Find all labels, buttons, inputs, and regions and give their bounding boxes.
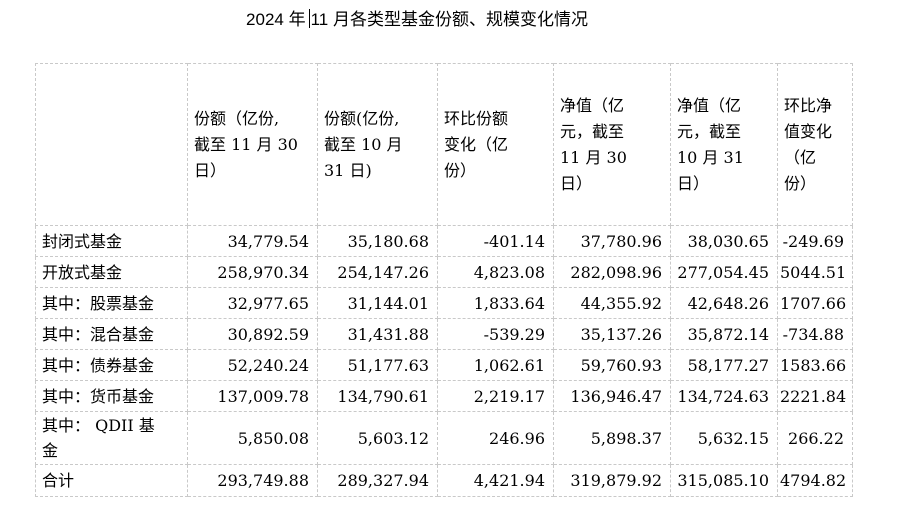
cell-value: 1,062.61 xyxy=(437,349,554,381)
cell-value: 293,749.88 xyxy=(187,464,318,497)
cell-value: 5044.51 xyxy=(777,256,853,288)
header-cell-nav-nov30: 净值（亿 元，截至 11 月 30 日） xyxy=(553,63,671,226)
cell-value: 266.22 xyxy=(777,411,853,465)
cell-value: 1,833.64 xyxy=(437,287,554,319)
cell-value: 5,850.08 xyxy=(187,411,318,465)
cell-value: 282,098.96 xyxy=(553,256,671,288)
cell-value: 315,085.10 xyxy=(670,464,778,497)
cell-value: -401.14 xyxy=(437,225,554,257)
fund-change-table: 份额（亿份, 截至 11 月 30 日） 份额(亿份, 截至 10 月 31 日… xyxy=(35,63,853,497)
cell-value: 134,790.61 xyxy=(317,380,438,412)
header-cell-empty xyxy=(35,63,188,226)
cell-value: 44,355.92 xyxy=(553,287,671,319)
cell-value: -249.69 xyxy=(777,225,853,257)
cell-value: -734.88 xyxy=(777,318,853,350)
header-cell-nav-oct31: 净值（亿 元，截至 10 月 31 日） xyxy=(670,63,778,226)
cell-value: 42,648.26 xyxy=(670,287,778,319)
cell-value: 2,219.17 xyxy=(437,380,554,412)
cell-value: 1707.66 xyxy=(777,287,853,319)
table-row-bond-funds: 其中：债券基金 52,240.24 51,177.63 1,062.61 59,… xyxy=(35,349,853,381)
cell-value: 277,054.45 xyxy=(670,256,778,288)
cell-value: 35,137.26 xyxy=(553,318,671,350)
table-row-open-end-funds: 开放式基金 258,970.34 254,147.26 4,823.08 282… xyxy=(35,256,853,288)
cell-value: 4,421.94 xyxy=(437,464,554,497)
cell-value: 5,898.37 xyxy=(553,411,671,465)
cell-value: 58,177.27 xyxy=(670,349,778,381)
cell-value: 319,879.92 xyxy=(553,464,671,497)
cell-value: 2221.84 xyxy=(777,380,853,412)
text-cursor xyxy=(308,9,310,28)
cell-value: 37,780.96 xyxy=(553,225,671,257)
document-title[interactable]: 2024 年 11 月各类型基金份额、规模变化情况 xyxy=(0,5,834,30)
header-cell-shares-nov30: 份额（亿份, 截至 11 月 30 日） xyxy=(187,63,318,226)
cell-value: 32,977.65 xyxy=(187,287,318,319)
cell-value: 1583.66 xyxy=(777,349,853,381)
cell-value: 137,009.78 xyxy=(187,380,318,412)
row-label: 其中：债券基金 xyxy=(35,349,188,381)
header-cell-nav-change: 环比净 值变化 （亿 份） xyxy=(777,63,853,226)
cell-value: 5,632.15 xyxy=(670,411,778,465)
cell-value: 52,240.24 xyxy=(187,349,318,381)
title-text-before-cursor: 2024 年 xyxy=(246,10,306,29)
title-text-after-cursor: 11 月各类型基金份额、规模变化情况 xyxy=(310,10,588,29)
cell-value: 30,892.59 xyxy=(187,318,318,350)
cell-value: 4,823.08 xyxy=(437,256,554,288)
row-label: 其中：股票基金 xyxy=(35,287,188,319)
row-label: 其中： QDII 基 金 xyxy=(35,411,188,465)
row-label: 开放式基金 xyxy=(35,256,188,288)
table-row-hybrid-funds: 其中：混合基金 30,892.59 31,431.88 -539.29 35,1… xyxy=(35,318,853,350)
cell-value: 246.96 xyxy=(437,411,554,465)
table-header-row: 份额（亿份, 截至 11 月 30 日） 份额(亿份, 截至 10 月 31 日… xyxy=(35,63,853,226)
cell-value: 35,872.14 xyxy=(670,318,778,350)
row-label: 封闭式基金 xyxy=(35,225,188,257)
cell-value: 51,177.63 xyxy=(317,349,438,381)
header-cell-shares-change: 环比份额 变化（亿 份） xyxy=(437,63,554,226)
cell-value: 4794.82 xyxy=(777,464,853,497)
cell-value: 5,603.12 xyxy=(317,411,438,465)
document-page: 2024 年 11 月各类型基金份额、规模变化情况 份额（亿份, 截至 11 月 … xyxy=(0,5,900,497)
cell-value: 34,779.54 xyxy=(187,225,318,257)
row-label: 合计 xyxy=(35,464,188,497)
table-row-closed-end-funds: 封闭式基金 34,779.54 35,180.68 -401.14 37,780… xyxy=(35,225,853,257)
row-label: 其中：混合基金 xyxy=(35,318,188,350)
table-row-total: 合计 293,749.88 289,327.94 4,421.94 319,87… xyxy=(35,464,853,497)
cell-value: 31,431.88 xyxy=(317,318,438,350)
cell-value: -539.29 xyxy=(437,318,554,350)
table-row-equity-funds: 其中：股票基金 32,977.65 31,144.01 1,833.64 44,… xyxy=(35,287,853,319)
cell-value: 134,724.63 xyxy=(670,380,778,412)
cell-value: 31,144.01 xyxy=(317,287,438,319)
cell-value: 35,180.68 xyxy=(317,225,438,257)
cell-value: 254,147.26 xyxy=(317,256,438,288)
table-row-money-market-funds: 其中：货币基金 137,009.78 134,790.61 2,219.17 1… xyxy=(35,380,853,412)
cell-value: 258,970.34 xyxy=(187,256,318,288)
cell-value: 38,030.65 xyxy=(670,225,778,257)
cell-value: 289,327.94 xyxy=(317,464,438,497)
table-row-qdii-funds: 其中： QDII 基 金 5,850.08 5,603.12 246.96 5,… xyxy=(35,411,853,465)
cell-value: 136,946.47 xyxy=(553,380,671,412)
row-label: 其中：货币基金 xyxy=(35,380,188,412)
header-cell-shares-oct31: 份额(亿份, 截至 10 月 31 日) xyxy=(317,63,438,226)
cell-value: 59,760.93 xyxy=(553,349,671,381)
